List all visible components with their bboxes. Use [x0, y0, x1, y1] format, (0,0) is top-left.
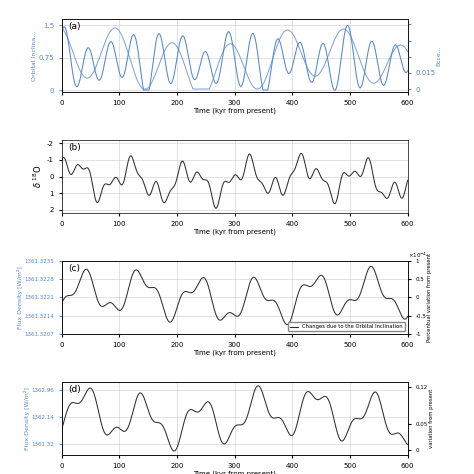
Text: (d): (d) [69, 385, 81, 394]
X-axis label: Time (kyr from present): Time (kyr from present) [193, 107, 276, 114]
Y-axis label: $\delta$ $^{18}$O: $\delta$ $^{18}$O [32, 164, 44, 188]
Y-axis label: Ecce...: Ecce... [437, 45, 442, 66]
X-axis label: Time (kyr from present): Time (kyr from present) [193, 470, 276, 474]
Y-axis label: variation from present: variation from present [429, 389, 434, 448]
Y-axis label: Flux Density [W/m²]: Flux Density [W/m²] [17, 266, 23, 329]
X-axis label: Time (kyr from present): Time (kyr from present) [193, 349, 276, 356]
Legend: Changes due to the Orbital Inclination: Changes due to the Orbital Inclination [288, 322, 405, 331]
Y-axis label: Percentual variation from present: Percentual variation from present [428, 253, 432, 342]
Text: $\times10^{-4}$: $\times10^{-4}$ [408, 251, 427, 260]
X-axis label: Time (kyr from present): Time (kyr from present) [193, 228, 276, 235]
Text: (a): (a) [69, 22, 81, 31]
Text: (c): (c) [69, 264, 81, 273]
Y-axis label: Flux Density [W/m²]: Flux Density [W/m²] [24, 387, 30, 450]
Text: (b): (b) [69, 143, 81, 152]
Y-axis label: Orbital Inclina...: Orbital Inclina... [32, 30, 37, 81]
